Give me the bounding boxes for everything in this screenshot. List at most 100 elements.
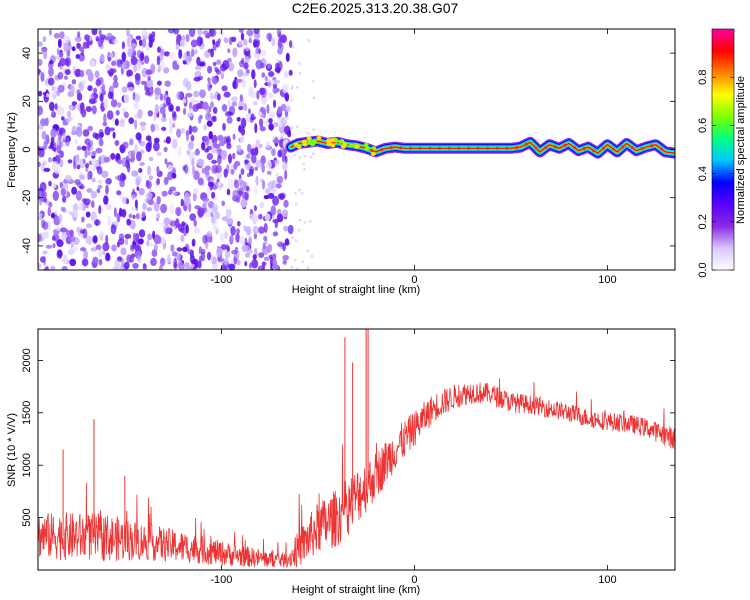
noise-blob (79, 184, 85, 190)
noise-blob (66, 49, 71, 57)
noise-blob (96, 188, 101, 193)
noise-blob (261, 72, 266, 78)
noise-blob (128, 213, 133, 219)
noise-blob (161, 117, 167, 123)
noise-blob (187, 141, 194, 150)
noise-blob (155, 95, 159, 101)
noise-blob (210, 48, 215, 58)
noise-blob (122, 60, 126, 71)
noise-blob (194, 149, 200, 156)
noise-blob (224, 231, 229, 240)
y-tick-label: 500 (21, 508, 33, 526)
noise-blob (74, 155, 80, 165)
noise-blob (212, 39, 216, 45)
noise-blob (143, 32, 150, 37)
noise-blob (206, 230, 213, 237)
noise-blob (239, 136, 245, 143)
noise-blob (222, 122, 226, 131)
noise-blob (285, 105, 291, 113)
noise-blob (248, 249, 253, 254)
noise-blob (272, 259, 278, 269)
noise-blob (197, 260, 202, 269)
noise-blob (76, 92, 83, 101)
noise-blob (154, 87, 162, 96)
noise-blob (156, 151, 162, 156)
noise-blob (144, 91, 152, 96)
noise-blob (135, 132, 142, 141)
noise-blob (152, 230, 156, 240)
noise-blob (278, 193, 285, 201)
signal-blob (312, 139, 317, 144)
noise-blob (284, 238, 290, 246)
noise-blob (282, 242, 286, 252)
noise-blob (224, 250, 231, 259)
noise-blob (74, 138, 78, 144)
noise-blob (254, 123, 258, 134)
noise-blob (263, 222, 268, 234)
noise-blob (249, 91, 257, 99)
noise-blob (150, 63, 156, 74)
noise-blob (257, 111, 262, 116)
y-tick-label: 40 (21, 47, 33, 59)
noise-blob (98, 138, 104, 147)
noise-blob (113, 74, 118, 83)
noise-speck (294, 239, 298, 242)
noise-blob (278, 31, 282, 42)
noise-blob (172, 112, 177, 121)
noise-blob (180, 198, 184, 207)
noise-blob (217, 38, 221, 44)
noise-blob (79, 232, 84, 239)
noise-blob (52, 147, 57, 152)
noise-blob (121, 257, 125, 268)
noise-blob (262, 261, 266, 270)
noise-blob (69, 104, 73, 110)
noise-blob (126, 69, 133, 77)
noise-blob (202, 30, 209, 35)
noise-blob (52, 243, 56, 249)
noise-blob (42, 191, 47, 199)
noise-blob (272, 139, 280, 144)
noise-blob (243, 103, 248, 112)
noise-blob (213, 77, 218, 85)
noise-blob (97, 38, 103, 48)
noise-blob (197, 158, 205, 167)
noise-blob (188, 125, 193, 135)
noise-blob (238, 29, 244, 33)
noise-blob (132, 262, 139, 269)
noise-blob (268, 118, 273, 124)
noise-blob (79, 174, 85, 180)
noise-blob (184, 196, 191, 207)
noise-blob (259, 118, 264, 128)
noise-blob (176, 91, 183, 100)
noise-blob (186, 50, 190, 57)
noise-speck (305, 131, 309, 135)
signal-dot (428, 146, 432, 150)
noise-blob (184, 164, 189, 174)
signal-blob (370, 152, 376, 156)
noise-blob (172, 63, 180, 71)
noise-blob (69, 258, 77, 267)
noise-blob (216, 145, 221, 154)
noise-blob (228, 62, 235, 72)
noise-blob (38, 41, 44, 47)
noise-blob (160, 203, 168, 214)
noise-blob (99, 94, 103, 101)
noise-blob (103, 113, 107, 124)
noise-blob (147, 75, 151, 81)
noise-blob (168, 116, 174, 126)
noise-speck (298, 188, 301, 192)
y-tick-label: 0 (21, 146, 33, 152)
noise-blob (130, 253, 136, 258)
noise-blob (259, 201, 265, 209)
noise-blob (57, 250, 63, 257)
noise-blob (54, 226, 61, 232)
colorbar-tick-label: 0.6 (697, 118, 709, 133)
noise-blob (64, 75, 68, 80)
snr-series-line (38, 378, 675, 568)
noise-blob (40, 72, 45, 82)
signal-blob (306, 136, 312, 141)
noise-blob (202, 234, 208, 244)
noise-blob (169, 203, 175, 215)
noise-blob (188, 107, 194, 118)
noise-blob (153, 243, 158, 252)
